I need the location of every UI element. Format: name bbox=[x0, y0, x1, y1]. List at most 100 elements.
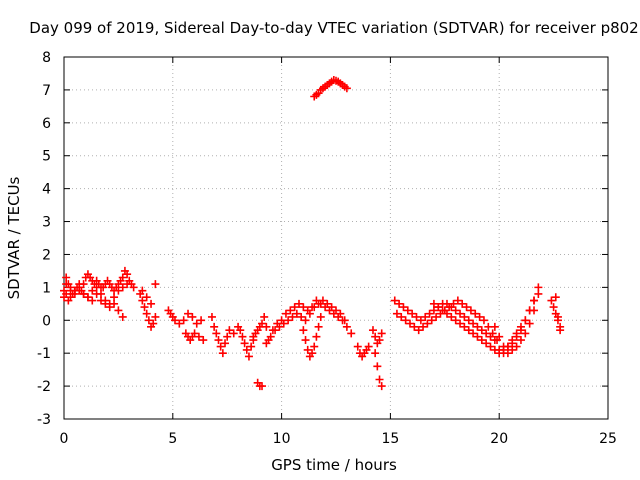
data-point bbox=[290, 303, 299, 312]
data-point bbox=[184, 309, 193, 318]
x-tick-label: 20 bbox=[490, 431, 508, 447]
data-point bbox=[170, 316, 179, 325]
data-point bbox=[408, 309, 417, 318]
data-point bbox=[399, 303, 408, 312]
data-point bbox=[425, 309, 434, 318]
data-point bbox=[458, 299, 467, 308]
data-point bbox=[553, 312, 562, 321]
data-point bbox=[308, 349, 317, 358]
data-point bbox=[225, 326, 234, 335]
data-point bbox=[262, 322, 271, 331]
data-point bbox=[301, 336, 310, 345]
data-point bbox=[421, 312, 430, 321]
data-point bbox=[238, 332, 247, 341]
data-point bbox=[301, 316, 310, 325]
data-point bbox=[377, 382, 386, 391]
data-point bbox=[403, 306, 412, 315]
data-point bbox=[460, 322, 469, 331]
data-point bbox=[477, 336, 486, 345]
data-points bbox=[60, 76, 565, 391]
data-point bbox=[432, 312, 441, 321]
data-point bbox=[62, 280, 71, 289]
data-point bbox=[342, 322, 351, 331]
data-point bbox=[207, 312, 216, 321]
data-point bbox=[368, 326, 377, 335]
data-point bbox=[456, 309, 465, 318]
y-tick-label: 0 bbox=[42, 313, 51, 329]
data-point bbox=[453, 296, 462, 305]
data-point bbox=[288, 312, 297, 321]
data-point bbox=[473, 322, 482, 331]
data-point bbox=[482, 339, 491, 348]
data-point bbox=[495, 332, 504, 341]
data-point bbox=[521, 329, 530, 338]
x-axis-title: GPS time / hours bbox=[271, 456, 397, 474]
tick-labels: 0 5 10 15 20 25 -3 -2 -1 0 1 2 3 4 5 6 7 8 bbox=[37, 50, 617, 447]
data-point bbox=[462, 303, 471, 312]
data-point bbox=[62, 289, 71, 298]
data-point bbox=[70, 286, 79, 295]
data-point bbox=[138, 286, 147, 295]
data-point bbox=[299, 303, 308, 312]
data-point bbox=[449, 299, 458, 308]
data-point bbox=[305, 309, 314, 318]
data-point bbox=[151, 280, 160, 289]
data-point bbox=[286, 306, 295, 315]
data-point bbox=[336, 309, 345, 318]
data-point bbox=[477, 326, 486, 335]
data-point bbox=[475, 312, 484, 321]
data-point bbox=[395, 299, 404, 308]
data-point bbox=[79, 280, 88, 289]
data-point bbox=[516, 322, 525, 331]
data-point bbox=[495, 345, 504, 354]
data-point bbox=[212, 329, 221, 338]
y-axis-title: SDTVAR / TECUs bbox=[5, 176, 23, 299]
data-point bbox=[447, 312, 456, 321]
data-point bbox=[199, 336, 208, 345]
data-point bbox=[260, 312, 269, 321]
data-point bbox=[503, 342, 512, 351]
y-tick-label: 7 bbox=[42, 83, 51, 99]
data-point bbox=[314, 322, 323, 331]
data-point bbox=[118, 283, 127, 292]
data-point bbox=[549, 303, 558, 312]
data-point bbox=[310, 303, 319, 312]
data-point bbox=[340, 316, 349, 325]
x-tick-label: 15 bbox=[381, 431, 399, 447]
data-point bbox=[66, 293, 75, 302]
data-point bbox=[401, 316, 410, 325]
data-point bbox=[412, 312, 421, 321]
data-point bbox=[242, 345, 251, 354]
data-point bbox=[427, 316, 436, 325]
data-point bbox=[323, 299, 332, 308]
data-point bbox=[512, 329, 521, 338]
y-tick-label: 1 bbox=[42, 280, 51, 296]
data-point bbox=[275, 322, 284, 331]
data-point bbox=[92, 283, 101, 292]
data-point bbox=[221, 339, 230, 348]
data-point bbox=[451, 316, 460, 325]
y-tick-label: -1 bbox=[37, 346, 51, 362]
data-point bbox=[469, 319, 478, 328]
data-point bbox=[377, 329, 386, 338]
data-point bbox=[547, 296, 556, 305]
data-point bbox=[488, 329, 497, 338]
data-point bbox=[314, 299, 323, 308]
data-point bbox=[471, 309, 480, 318]
data-point bbox=[216, 342, 225, 351]
data-point bbox=[516, 336, 525, 345]
data-point bbox=[521, 316, 530, 325]
data-point bbox=[423, 319, 432, 328]
data-point bbox=[123, 280, 132, 289]
data-point bbox=[175, 319, 184, 328]
data-point bbox=[192, 319, 201, 328]
data-point bbox=[316, 312, 325, 321]
data-point bbox=[295, 299, 304, 308]
data-point bbox=[197, 316, 206, 325]
x-tick-label: 0 bbox=[60, 431, 69, 447]
data-point bbox=[151, 312, 160, 321]
x-tick-label: 25 bbox=[599, 431, 617, 447]
data-point bbox=[318, 296, 327, 305]
data-point bbox=[271, 326, 280, 335]
